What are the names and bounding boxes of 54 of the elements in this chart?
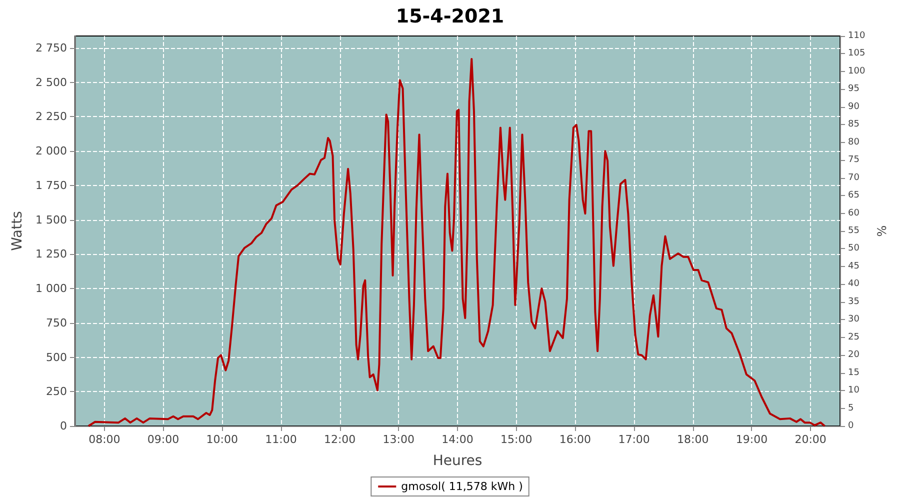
x-tick-label: 11:00 bbox=[265, 433, 297, 446]
y2-tick-label: 60 bbox=[848, 208, 860, 218]
y2-tick-label: 70 bbox=[848, 172, 860, 183]
y2-tick-label: 55 bbox=[848, 226, 860, 236]
y-tick-label: 250 bbox=[46, 385, 67, 398]
x-tick-label: 20:00 bbox=[794, 433, 826, 446]
legend-label: gmosol( 11,578 kWh ) bbox=[401, 480, 523, 493]
x-axis-title: Heures bbox=[432, 453, 482, 469]
y-tick-label: 2 500 bbox=[36, 76, 67, 89]
y2-tick-label: 105 bbox=[848, 48, 866, 59]
x-tick-label: 17:00 bbox=[618, 433, 650, 446]
y-tick-label: 2 000 bbox=[36, 144, 67, 158]
y-tick-label: 2 250 bbox=[36, 110, 67, 124]
x-tick-label: 14:00 bbox=[442, 433, 474, 446]
x-tick-label: 12:00 bbox=[324, 433, 356, 446]
y2-tick-label: 100 bbox=[848, 66, 866, 76]
y2-tick-label: 5 bbox=[848, 403, 854, 414]
x-tick-label: 13:00 bbox=[382, 433, 415, 446]
y-axis-title: Watts bbox=[10, 211, 26, 251]
x-tick-label: 19:00 bbox=[736, 433, 768, 446]
x-tick-label: 18:00 bbox=[677, 433, 709, 446]
y2-tick-label: 80 bbox=[848, 137, 860, 148]
y2-tick-label: 35 bbox=[848, 296, 860, 307]
x-tick-label: 08:00 bbox=[88, 433, 120, 446]
y2-tick-label: 110 bbox=[848, 31, 866, 41]
y2-tick-label: 45 bbox=[848, 261, 860, 272]
y2-tick-label: 85 bbox=[848, 120, 860, 130]
y-tick-label: 1 250 bbox=[36, 248, 67, 261]
x-tick-label: 16:00 bbox=[559, 433, 592, 446]
y2-tick-label: 30 bbox=[848, 314, 860, 325]
y-tick-label: 0 bbox=[60, 420, 67, 432]
y2-tick-label: 90 bbox=[848, 102, 860, 112]
y2-tick-label: 65 bbox=[848, 190, 860, 201]
y2-tick-label: 40 bbox=[848, 279, 860, 290]
y-tick-label: 500 bbox=[46, 350, 67, 364]
y2-tick-label: 50 bbox=[848, 244, 860, 254]
y-tick-label: 1 500 bbox=[36, 213, 67, 226]
y-tick-label: 1 000 bbox=[36, 282, 67, 296]
x-tick-label: 09:00 bbox=[147, 433, 180, 446]
y-tick-label: 2 750 bbox=[36, 41, 67, 54]
y-tick-label: 1 750 bbox=[36, 178, 67, 192]
line-series bbox=[88, 58, 826, 427]
chart-title: 15-4-2021 bbox=[396, 6, 504, 28]
y2-tick-label: 15 bbox=[848, 368, 860, 378]
y2-tick-label: 0 bbox=[848, 421, 854, 431]
x-tick-label: 10:00 bbox=[206, 433, 238, 446]
x-tick-label: 15:00 bbox=[500, 433, 532, 446]
y2-tick-label: 95 bbox=[848, 84, 860, 94]
y2-tick-label: 75 bbox=[848, 155, 860, 166]
y2-tick-label: 10 bbox=[848, 386, 860, 396]
y2-tick-label: 20 bbox=[848, 350, 860, 360]
y-tick-label: 750 bbox=[46, 316, 67, 330]
y2-axis-title: % bbox=[875, 225, 890, 237]
y2-tick-label: 25 bbox=[848, 332, 860, 342]
